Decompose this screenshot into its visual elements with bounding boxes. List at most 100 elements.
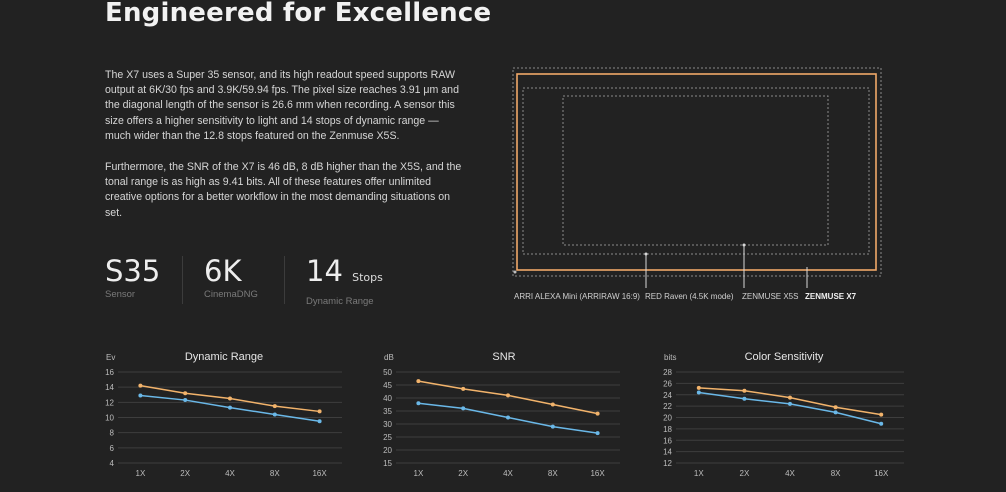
y-tick-label: 25 <box>383 433 392 442</box>
label-zenmuse-x5s: ZENMUSE X5S <box>742 292 799 301</box>
y-tick-label: 14 <box>663 448 672 457</box>
charts-panel: Dynamic Range Ev 4 6 8 10 12 14 16 1X 2X 4X 8X 16X SN… <box>105 351 904 478</box>
y-tick-label: 4 <box>110 459 115 468</box>
data-point <box>138 383 143 388</box>
y-tick-label: 6 <box>110 444 115 453</box>
data-point <box>506 415 510 420</box>
stat-sensor: S35 Sensor <box>105 255 160 300</box>
x-tick-label: 8X <box>548 469 558 478</box>
data-point <box>788 401 792 406</box>
chart-title: SNR <box>492 351 515 363</box>
label-red-raven: RED Raven (4.5K mode) <box>645 292 734 301</box>
y-tick-label: 16 <box>105 368 114 377</box>
data-point <box>416 379 421 384</box>
x-tick-label: 16X <box>590 469 605 478</box>
data-point <box>138 393 143 398</box>
stat-caption: CinemaDNG <box>204 289 258 300</box>
x7-sensor-outline <box>516 73 877 271</box>
y-tick-label: 22 <box>663 402 672 411</box>
x-tick-label: 1X <box>694 469 704 478</box>
data-point <box>879 421 884 426</box>
chart-snr: SNR dB 15 20 25 30 35 40 45 50 1X 2X 4X 8X 16X <box>383 351 620 478</box>
data-point <box>317 409 322 414</box>
intro-paragraph-2: Furthermore, the SNR of the X7 is 46 dB,… <box>105 161 462 219</box>
data-point <box>696 385 701 390</box>
y-tick-label: 24 <box>663 391 672 400</box>
data-point <box>183 398 188 403</box>
y-tick-label: 8 <box>110 429 115 438</box>
label-arri-alexa: ARRI ALEXA Mini (ARRIRAW 16:9) <box>514 292 640 301</box>
stat-divider <box>284 256 285 304</box>
x-tick-label: 2X <box>458 469 468 478</box>
stat-value: 6K <box>204 254 242 288</box>
x-tick-label: 4X <box>503 469 513 478</box>
x-tick-label: 1X <box>136 469 146 478</box>
stat-dynamic-range: 14 Stops Dynamic Range <box>306 255 383 307</box>
data-point <box>742 388 747 393</box>
data-point <box>506 393 510 398</box>
x-tick-label: 2X <box>740 469 750 478</box>
y-tick-label: 16 <box>663 436 672 445</box>
x-tick-label: 16X <box>312 469 327 478</box>
x-tick-label: 16X <box>874 469 889 478</box>
y-axis-unit: Ev <box>106 353 115 362</box>
stat-value: S35 <box>105 254 161 288</box>
x-tick-label: 8X <box>831 469 841 478</box>
stat-divider <box>182 256 183 304</box>
chart-title: Dynamic Range <box>185 351 263 363</box>
x-tick-label: 4X <box>225 469 235 478</box>
chart-title: Color Sensitivity <box>745 351 824 363</box>
data-point <box>696 390 701 395</box>
data-point <box>788 395 792 400</box>
data-point <box>833 405 838 410</box>
y-axis-unit: dB <box>384 353 394 362</box>
y-tick-label: 10 <box>105 414 114 423</box>
y-tick-label: 12 <box>663 459 672 468</box>
data-point <box>228 396 232 401</box>
data-point <box>833 410 838 415</box>
series-line <box>698 387 882 416</box>
arri-marker <box>513 270 517 274</box>
stat-unit: Stops <box>352 271 383 284</box>
stat-value: 14 <box>306 254 343 288</box>
data-point <box>272 404 277 409</box>
y-tick-label: 20 <box>663 414 672 423</box>
data-point <box>595 431 600 436</box>
x-tick-label: 4X <box>785 469 795 478</box>
x5s-sensor-outline <box>562 95 829 246</box>
x-tick-label: 8X <box>270 469 280 478</box>
x-tick-label: 2X <box>180 469 190 478</box>
y-axis-unit: bits <box>664 353 676 362</box>
label-zenmuse-x7: ZENMUSE X7 <box>805 292 857 301</box>
chart-color-sensitivity: Color Sensitivity bits 12 14 16 18 20 22 24 26 28 1… <box>663 351 904 478</box>
data-point <box>183 391 188 396</box>
data-point <box>879 412 884 417</box>
intro-paragraph-1: The X7 uses a Super 35 sensor, and its h… <box>105 69 459 142</box>
chart-dynamic-range: Dynamic Range Ev 4 6 8 10 12 14 16 1X 2X 4X 8X 16X <box>105 351 342 478</box>
stat-caption: Sensor <box>105 289 136 300</box>
data-point <box>416 401 421 406</box>
data-point <box>550 424 555 429</box>
red-sensor-outline <box>522 87 870 255</box>
y-tick-label: 26 <box>663 379 672 388</box>
y-tick-label: 40 <box>383 394 392 403</box>
y-tick-label: 30 <box>383 420 392 429</box>
data-point <box>742 396 747 401</box>
data-point <box>317 419 322 424</box>
data-point <box>272 412 277 417</box>
arri-sensor-outline <box>512 67 882 277</box>
data-point <box>461 406 466 411</box>
y-tick-label: 15 <box>383 459 392 468</box>
y-tick-label: 50 <box>383 368 392 377</box>
data-point <box>595 411 600 416</box>
stat-caption: Dynamic Range <box>306 296 374 307</box>
x-tick-label: 1X <box>414 469 424 478</box>
sensor-size-diagram <box>512 67 882 288</box>
y-tick-label: 12 <box>105 398 114 407</box>
data-point <box>461 386 466 391</box>
y-tick-label: 45 <box>383 381 392 390</box>
stat-resolution: 6K CinemaDNG <box>204 255 258 300</box>
y-tick-label: 14 <box>105 383 114 392</box>
y-tick-label: 20 <box>383 446 392 455</box>
data-point <box>228 405 232 410</box>
